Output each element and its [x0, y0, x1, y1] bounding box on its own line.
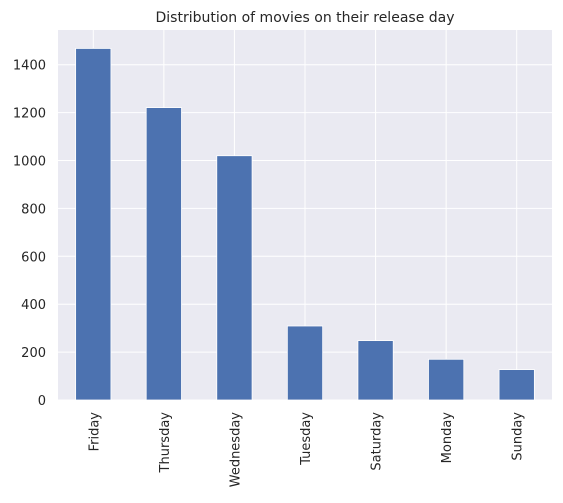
bar-saturday — [358, 341, 393, 400]
y-tick-label: 200 — [21, 346, 46, 361]
bar-sunday — [499, 370, 534, 400]
y-axis-tick-labels: 0 200 400 600 800 1000 1200 1400 — [13, 59, 46, 409]
bar-monday — [429, 359, 464, 400]
x-tick-label: Saturday — [370, 412, 385, 471]
x-tick-label: Sunday — [511, 412, 526, 461]
y-tick-label: 0 — [38, 394, 46, 409]
x-tick-label: Monday — [440, 412, 455, 464]
x-tick-label: Tuesday — [299, 412, 314, 466]
bar-friday — [76, 48, 111, 400]
y-tick-label: 1400 — [13, 59, 46, 74]
bar-thursday — [146, 108, 181, 400]
x-axis-tick-labels: Friday Thursday Wednesday Tuesday Saturday Mo… — [87, 412, 525, 488]
x-tick-label: Thursday — [158, 412, 173, 474]
bar-tuesday — [287, 326, 322, 400]
y-tick-label: 400 — [21, 298, 46, 313]
bar-wednesday — [217, 156, 252, 400]
y-tick-label: 600 — [21, 250, 46, 265]
x-tick-label: Friday — [87, 412, 102, 452]
x-tick-label: Wednesday — [228, 412, 243, 488]
y-tick-label: 800 — [21, 202, 46, 217]
y-tick-label: 1200 — [13, 107, 46, 122]
y-tick-label: 1000 — [13, 155, 46, 170]
chart-title: Distribution of movies on their release … — [155, 10, 454, 26]
